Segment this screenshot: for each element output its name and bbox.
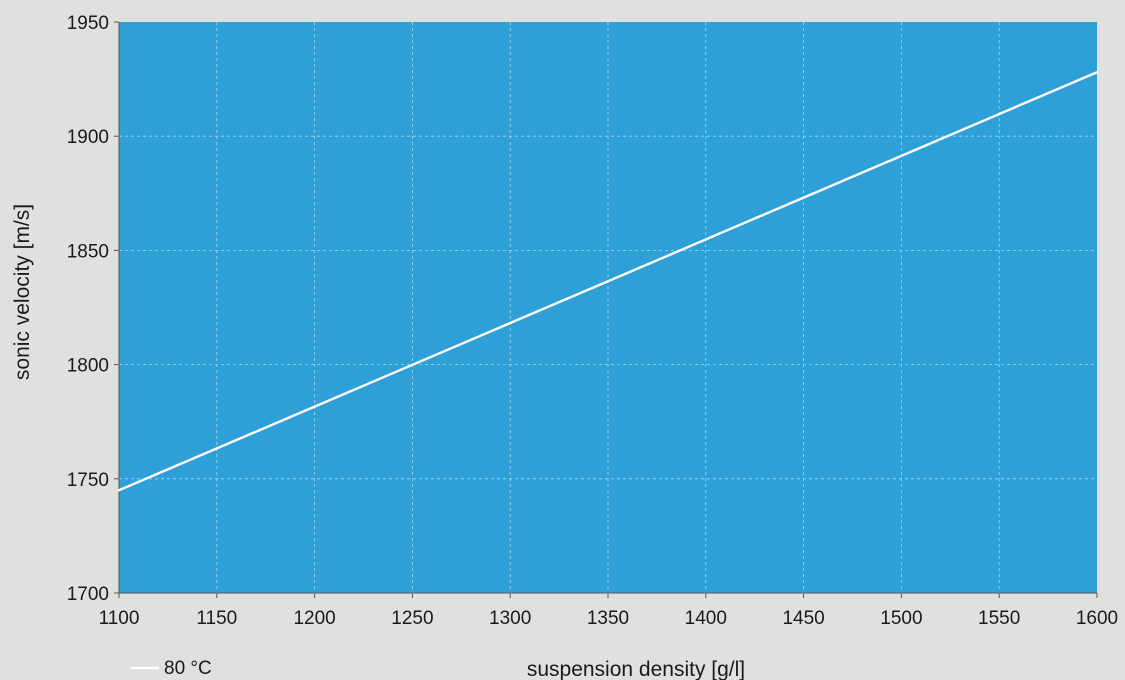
x-tick-label-1100: 1100	[99, 608, 140, 629]
y-tick-label-1850: 1850	[67, 241, 109, 262]
x-tick-label-1550: 1550	[978, 608, 1020, 629]
x-tick-label-1450: 1450	[782, 608, 824, 629]
series-line-0	[117, 71, 1099, 492]
x-tick-label-1400: 1400	[685, 608, 727, 629]
y-tick-label-1700: 1700	[67, 584, 109, 605]
x-tick-label-1250: 1250	[391, 608, 433, 629]
y-tick-label-1950: 1950	[67, 13, 109, 34]
axes	[114, 21, 1098, 598]
y-axis-title: sonic velocity [m/s]	[11, 204, 34, 380]
grid-lines	[119, 22, 1097, 593]
x-tick-label-1350: 1350	[587, 608, 629, 629]
x-axis-title: suspension density [g/l]	[527, 658, 745, 680]
y-tick-label-1800: 1800	[67, 356, 109, 377]
x-tick-label-1600: 1600	[1076, 608, 1118, 629]
y-tick-label-1900: 1900	[67, 127, 109, 148]
legend-label: 80 °C	[164, 658, 212, 679]
series-lines	[117, 71, 1099, 492]
y-tick-labels: 1700 1750 1800 1850 1900 1950	[67, 13, 109, 605]
x-tick-label-1150: 1150	[196, 608, 237, 629]
x-tick-label-1300: 1300	[489, 608, 531, 629]
y-tick-label-1750: 1750	[67, 470, 109, 491]
x-tick-labels: 1100 1150 1200 1250 1300 1350 1400 1450 1500 1550…	[99, 608, 1119, 629]
x-tick-label-1500: 1500	[880, 608, 922, 629]
x-tick-label-1200: 1200	[293, 608, 335, 629]
legend: 80 °C	[130, 658, 212, 679]
